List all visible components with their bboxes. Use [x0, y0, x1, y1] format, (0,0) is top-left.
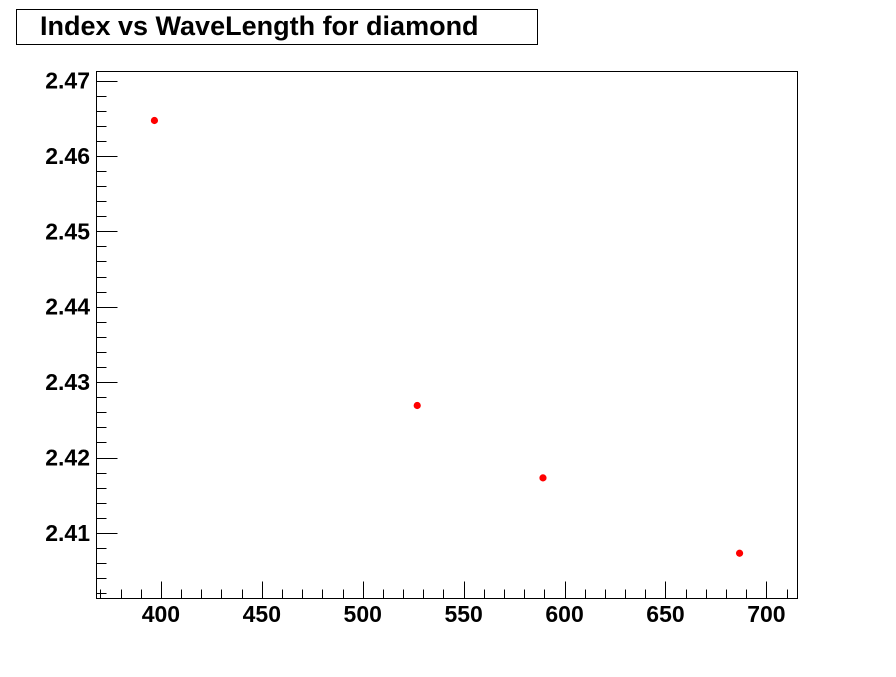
y-tick-label: 2.47 — [45, 68, 90, 94]
data-point — [413, 401, 421, 410]
y-tick-label: 2.45 — [45, 218, 90, 244]
x-tick-label: 450 — [243, 601, 281, 627]
x-tick-label: 700 — [747, 601, 785, 627]
title-frame — [16, 9, 538, 45]
data-point — [150, 116, 159, 125]
x-tick-label: 650 — [646, 601, 684, 627]
y-tick-label: 2.42 — [45, 445, 90, 471]
y-tick-label: 2.43 — [45, 369, 90, 395]
plot-frame — [96, 71, 798, 599]
y-tick-label: 2.44 — [45, 294, 90, 320]
x-tick-label: 500 — [344, 601, 382, 627]
data-point — [539, 474, 547, 482]
x-tick-label: 600 — [545, 601, 583, 627]
data-points — [150, 116, 744, 557]
data-point — [735, 549, 744, 557]
chart-title: Index vs WaveLength for diamond — [40, 11, 479, 41]
y-tick-label: 2.41 — [45, 520, 90, 546]
chart-title-box: Index vs WaveLength for diamond — [16, 9, 538, 45]
axes-layer: 400 450 500 550 600 650 700 2.41 2.42 2.43 2.44 2.4… — [45, 68, 788, 627]
y-tick-label: 2.46 — [45, 143, 90, 169]
x-tick-label: 400 — [142, 601, 180, 627]
x-tick-label: 550 — [444, 601, 482, 627]
